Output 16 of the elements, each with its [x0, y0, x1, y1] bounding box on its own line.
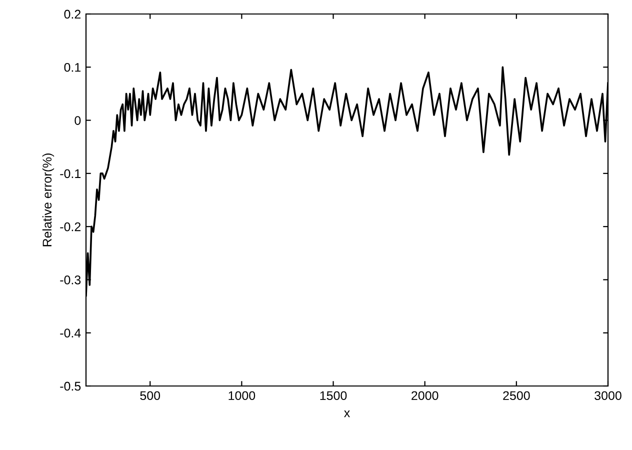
x-tick-label: 2500: [503, 391, 530, 400]
y-tick-label: 0.2: [64, 10, 81, 19]
x-tick-label: 1000: [228, 391, 256, 400]
x-tick-label: 2000: [412, 391, 438, 400]
y-tick-label: -0.3: [60, 276, 81, 284]
x-tick-label: 3000: [594, 391, 622, 400]
y-tick-label: -0.5: [60, 382, 81, 391]
x-axis-title: x: [344, 410, 350, 418]
x-tick-label: 1500: [320, 391, 347, 400]
x-tick-label: 500: [140, 391, 160, 400]
y-axis-title: Relative error(%): [42, 154, 54, 246]
y-tick-label: 0: [74, 116, 81, 125]
y-tick-label: -0.2: [60, 222, 81, 232]
y-tick-label: 0.1: [64, 62, 81, 72]
y-tick-label: -0.1: [60, 169, 81, 178]
y-tick-label: -0.4: [60, 328, 81, 338]
